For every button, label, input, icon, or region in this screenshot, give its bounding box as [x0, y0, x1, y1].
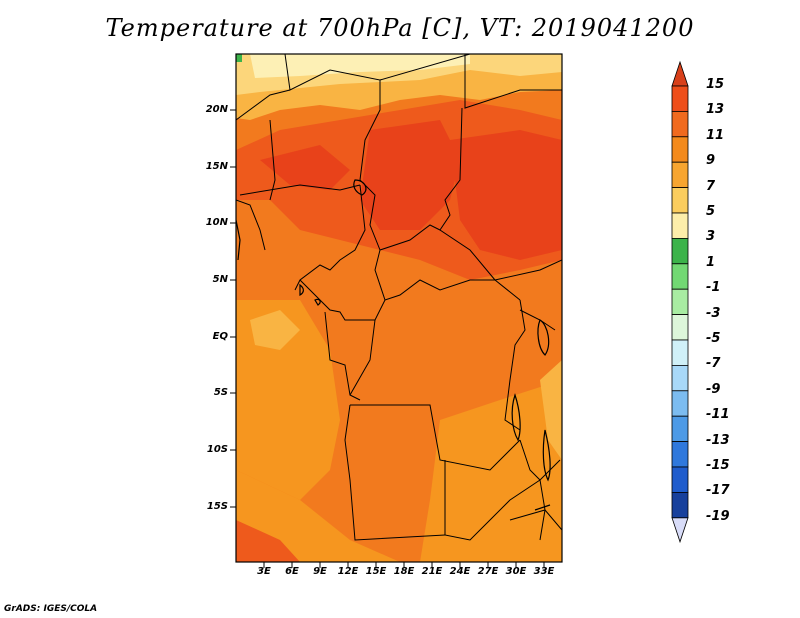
lat-label: 10N	[205, 217, 228, 228]
lon-label: 3E	[257, 566, 271, 577]
colorbar-label: 1	[706, 254, 716, 270]
field-southwest-warm	[236, 520, 300, 562]
map-frame	[235, 53, 563, 563]
lake-tanganyika	[511, 393, 521, 442]
border-niger-nigeria	[239, 184, 361, 196]
field-east-light	[540, 360, 562, 460]
colorbar-cell	[671, 441, 689, 468]
colorbar-cell	[671, 339, 689, 366]
lake-victoria	[537, 319, 550, 356]
lon-label: 6E	[285, 566, 299, 577]
border-car	[374, 249, 521, 301]
colorbar-cell	[671, 364, 689, 392]
colorbar-label: -19	[706, 508, 730, 524]
lat-label: 15N	[205, 161, 228, 172]
border-zambia	[444, 460, 541, 541]
lat-label: 15S	[206, 501, 228, 512]
lakes	[236, 179, 551, 511]
colorbar-cell	[671, 517, 689, 544]
field-cold-spot	[236, 54, 242, 62]
colorbar-label: -1	[706, 280, 721, 296]
border-angola-north	[350, 404, 521, 471]
field-west-coast	[236, 300, 340, 500]
lat-label: 20N	[205, 104, 228, 115]
colorbar-cell	[671, 212, 689, 239]
field-north-cream	[250, 54, 470, 78]
colorbar-cell	[671, 314, 689, 341]
colorbar-label: 7	[706, 178, 716, 194]
colorbar-cell	[671, 415, 689, 443]
border-nigeria-cameroon	[294, 184, 366, 291]
lon-label: 15E	[365, 566, 387, 577]
colorbar-label: -17	[706, 483, 730, 499]
lake-malawi	[542, 429, 551, 482]
border-egypt	[464, 54, 562, 109]
field-hot-west	[260, 145, 350, 190]
colorbar-label: -15	[706, 458, 730, 473]
grads-credit: GrADS: IGES/COLA	[4, 604, 98, 614]
colorbar-label: -9	[706, 381, 721, 397]
colorbar-label: -11	[706, 407, 730, 423]
temperature-field	[236, 54, 562, 562]
colorbar-cell	[671, 491, 689, 519]
lat-label: 5N	[212, 274, 228, 285]
border-gabon-congo	[324, 311, 361, 401]
colorbar-cell	[671, 237, 689, 265]
lon-label: 21E	[421, 566, 443, 577]
colorbar-label: 15	[706, 77, 725, 92]
border-drc-east	[504, 299, 526, 431]
lon-label: 24E	[449, 566, 471, 577]
border-chad-sudan	[439, 107, 496, 281]
colorbar-label: 5	[706, 204, 716, 219]
field-gulf-light	[250, 310, 300, 350]
border-angola	[344, 404, 446, 541]
field-hot-sudan	[450, 130, 562, 260]
map-ticks	[230, 109, 545, 568]
colorbar-cell	[671, 288, 689, 316]
lon-label: 12E	[337, 566, 359, 577]
colorbar	[671, 60, 689, 544]
colorbar-label: 3	[706, 229, 716, 245]
lat-label: 5S	[213, 387, 228, 398]
lake-chad	[353, 179, 367, 196]
lon-label: 30E	[505, 566, 527, 577]
lon-label: 9E	[313, 566, 327, 577]
colorbar-label: -3	[706, 305, 721, 321]
lat-label: 10S	[206, 444, 228, 455]
colorbar-label: 11	[706, 127, 725, 143]
lat-label: EQ	[212, 331, 228, 342]
colorbar-label: -5	[706, 331, 721, 346]
field-hot-chad	[360, 120, 460, 230]
colorbar-label: 13	[706, 102, 725, 118]
map-title: Temperature at 700hPa [C], VT: 201904120…	[105, 14, 695, 42]
colorbar-cell	[671, 60, 689, 87]
lon-label: 27E	[477, 566, 499, 577]
border-libya-niger	[284, 54, 381, 251]
colorbar-cell	[671, 136, 689, 163]
colorbar-label: 9	[706, 153, 716, 169]
colorbar-label: -13	[706, 432, 730, 448]
colorbar-cell	[671, 187, 689, 214]
borders	[236, 54, 562, 541]
colorbar-cell	[671, 263, 689, 290]
field-southeast	[420, 380, 562, 562]
lon-label: 18E	[393, 566, 415, 577]
lon-label: 33E	[533, 566, 555, 577]
colorbar-cell	[671, 111, 689, 138]
colorbar-cell	[671, 85, 689, 112]
colorbar-label: -7	[706, 356, 721, 372]
colorbar-cell	[671, 161, 689, 188]
colorbar-cell	[671, 390, 689, 417]
colorbar-cell	[671, 466, 689, 493]
